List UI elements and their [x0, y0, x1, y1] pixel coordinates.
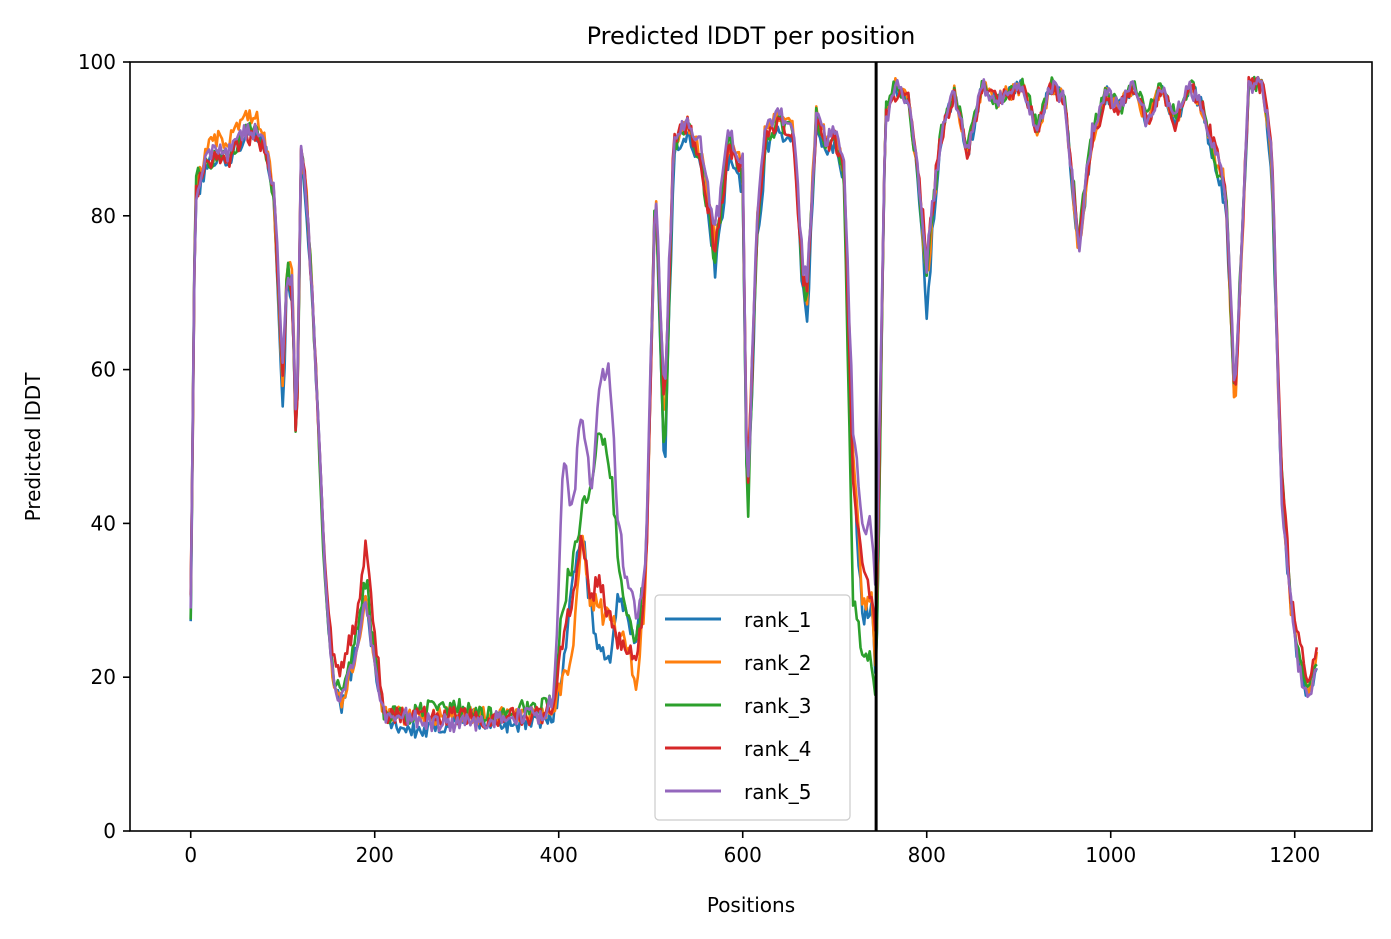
legend-label-rank_4: rank_4: [744, 737, 811, 761]
y-tick-label: 80: [91, 204, 116, 228]
x-tick-label: 800: [908, 843, 946, 867]
x-tick-label: 200: [356, 843, 394, 867]
plot-frame: [129, 61, 1373, 832]
y-tick-label: 100: [78, 50, 116, 74]
y-tick-label: 20: [91, 665, 116, 689]
legend-label-rank_2: rank_2: [744, 651, 811, 675]
y-tick-label: 40: [91, 511, 116, 535]
y-tick-label: 0: [103, 819, 116, 843]
chart-title: Predicted lDDT per position: [587, 22, 916, 50]
x-tick-label: 400: [540, 843, 578, 867]
x-tick-label: 600: [724, 843, 762, 867]
series-line-rank_5: [189, 76, 1318, 734]
legend-label-rank_3: rank_3: [744, 694, 811, 718]
plot-area: [189, 62, 1319, 831]
legend-box: [654, 594, 851, 821]
x-tick-label: 1200: [1269, 843, 1320, 867]
y-axis-label: Predicted lDDT: [21, 372, 45, 522]
legend: rank_1 rank_2 rank_3 rank_4 rank_5: [654, 594, 851, 821]
x-tick-label: 1000: [1085, 843, 1136, 867]
axes: 0 200 400 600 800 1000 1200 0 20 40 60 80 100: [78, 50, 1373, 867]
legend-label-rank_5: rank_5: [744, 780, 811, 804]
y-tick-label: 60: [91, 358, 116, 382]
x-tick-label: 0: [184, 843, 197, 867]
legend-label-rank_1: rank_1: [744, 608, 811, 632]
x-axis-label: Positions: [707, 893, 795, 917]
